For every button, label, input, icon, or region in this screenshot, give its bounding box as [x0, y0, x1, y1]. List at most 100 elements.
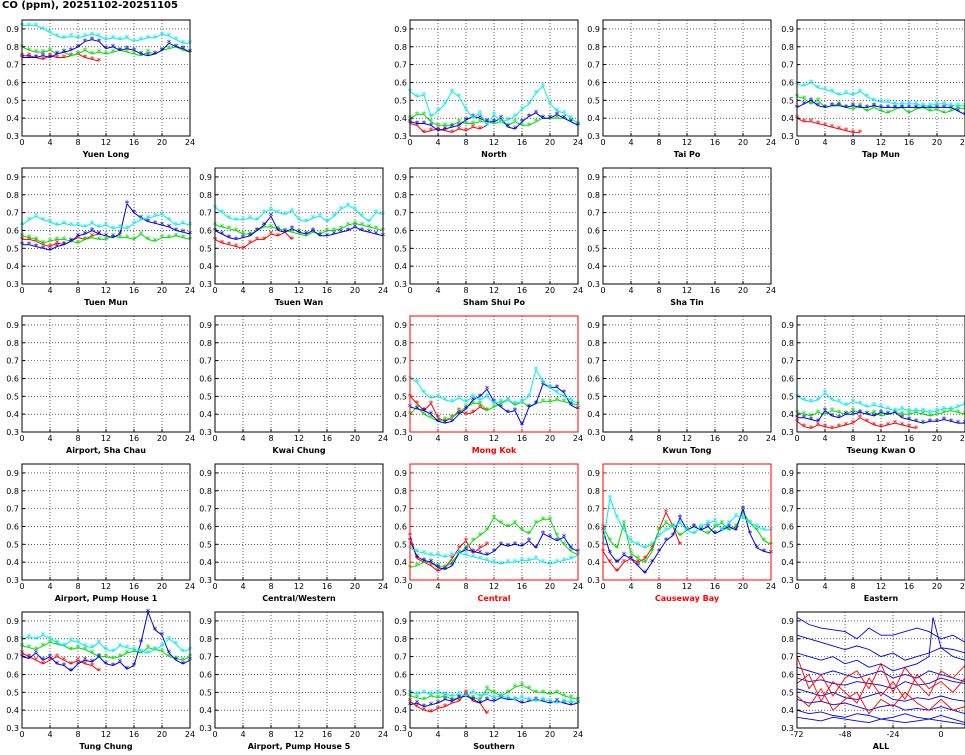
data-point: * [569, 396, 574, 406]
data-point: * [872, 102, 877, 112]
data-point: * [457, 125, 462, 135]
x-tick-label: 24 [766, 582, 776, 591]
data-point: * [318, 230, 323, 240]
data-point: * [527, 530, 532, 540]
data-point: * [443, 553, 448, 563]
data-point: * [450, 414, 455, 424]
data-point: * [27, 644, 32, 654]
data-point: * [167, 216, 172, 226]
data-point: * [506, 396, 511, 406]
y-tick-label: 0.9 [6, 173, 19, 182]
data-point: * [963, 111, 965, 121]
data-point: * [622, 558, 627, 568]
y-tick-label: 0.7 [587, 505, 600, 514]
data-point: * [748, 519, 753, 529]
data-point: * [41, 631, 46, 641]
data-point: * [457, 121, 462, 131]
x-tick-label: 24 [378, 730, 388, 739]
data-point: * [555, 114, 560, 124]
x-tick-label: -48 [838, 730, 851, 739]
data-point: * [809, 412, 814, 422]
data-point: * [720, 526, 725, 536]
data-point: * [555, 383, 560, 393]
data-point: * [48, 635, 53, 645]
data-point: * [471, 697, 476, 707]
data-point: * [942, 100, 947, 110]
x-tick-label: 0 [407, 582, 412, 591]
data-point: * [436, 564, 441, 574]
x-tick-label: 24 [573, 434, 583, 443]
data-point: * [879, 98, 884, 108]
data-point: * [471, 112, 476, 122]
data-point: * [485, 407, 490, 417]
x-tick-label: 20 [157, 286, 167, 295]
data-point: * [139, 214, 144, 224]
x-tick-label: 0 [19, 582, 24, 591]
data-point: * [865, 410, 870, 420]
data-point: * [734, 526, 739, 536]
data-point: * [429, 692, 434, 702]
x-tick-label: 0 [794, 138, 799, 147]
y-tick-label: 0.7 [587, 209, 600, 218]
data-point: * [436, 125, 441, 135]
data-point: * [125, 48, 130, 58]
y-tick-label: 0.8 [6, 487, 19, 496]
data-point: * [914, 424, 919, 434]
data-point: * [283, 226, 288, 236]
data-point: * [893, 105, 898, 115]
data-point: * [823, 103, 828, 113]
data-point: * [104, 36, 109, 46]
x-tick-label: 0 [938, 730, 943, 739]
y-tick-label: 0.6 [6, 670, 19, 679]
data-point: * [48, 53, 53, 63]
data-point: * [935, 407, 940, 417]
data-point: * [97, 230, 102, 240]
data-point: * [83, 642, 88, 652]
station-panel: ****************************************… [199, 167, 388, 307]
data-point: * [69, 237, 74, 247]
y-tick-label: 0.5 [587, 392, 600, 401]
series-line [796, 698, 965, 715]
x-tick-label: 8 [850, 582, 855, 591]
data-point: * [921, 410, 926, 420]
y-tick-label: 0.9 [587, 469, 600, 478]
data-point: * [360, 221, 365, 231]
data-point: * [608, 549, 613, 559]
station-panel: 0.3 0.4 0.5 0.6 0.7 0.8 0.9 0 4 8 12 16 20 24 Airport,… [6, 463, 195, 603]
data-point: * [76, 234, 81, 244]
y-tick-label: 0.8 [199, 191, 212, 200]
data-point: * [562, 389, 567, 399]
data-point: * [104, 660, 109, 670]
data-point: * [443, 100, 448, 110]
data-point: * [146, 608, 151, 618]
data-point: * [118, 46, 123, 56]
data-point: * [478, 114, 483, 124]
data-point: * [304, 230, 309, 240]
x-tick-label: 0 [407, 138, 412, 147]
data-point: * [181, 647, 186, 657]
data-point: * [436, 562, 441, 572]
data-point: * [415, 555, 420, 565]
x-tick-label: 16 [710, 434, 720, 443]
data-point: * [562, 109, 567, 119]
data-point: * [69, 667, 74, 677]
data-point: * [513, 558, 518, 568]
x-tick-label: 20 [545, 286, 555, 295]
data-point: * [69, 660, 74, 670]
data-point: * [900, 100, 905, 110]
data-point: * [248, 214, 253, 224]
x-tick-label: 16 [517, 138, 527, 147]
data-point: * [830, 102, 835, 112]
data-point: * [520, 526, 525, 536]
station-panel: 0.3 0.4 0.5 0.6 0.7 0.8 0.9 -72 -48 -24 0 ALL [781, 611, 965, 751]
data-point: * [118, 653, 123, 663]
data-point: * [104, 232, 109, 242]
data-point: * [499, 692, 504, 702]
data-point: * [657, 526, 662, 536]
data-point: * [499, 403, 504, 413]
data-point: * [569, 694, 574, 704]
data-point: * [921, 419, 926, 429]
data-point: * [429, 558, 434, 568]
data-point: * [90, 219, 95, 229]
data-point: * [527, 685, 532, 695]
